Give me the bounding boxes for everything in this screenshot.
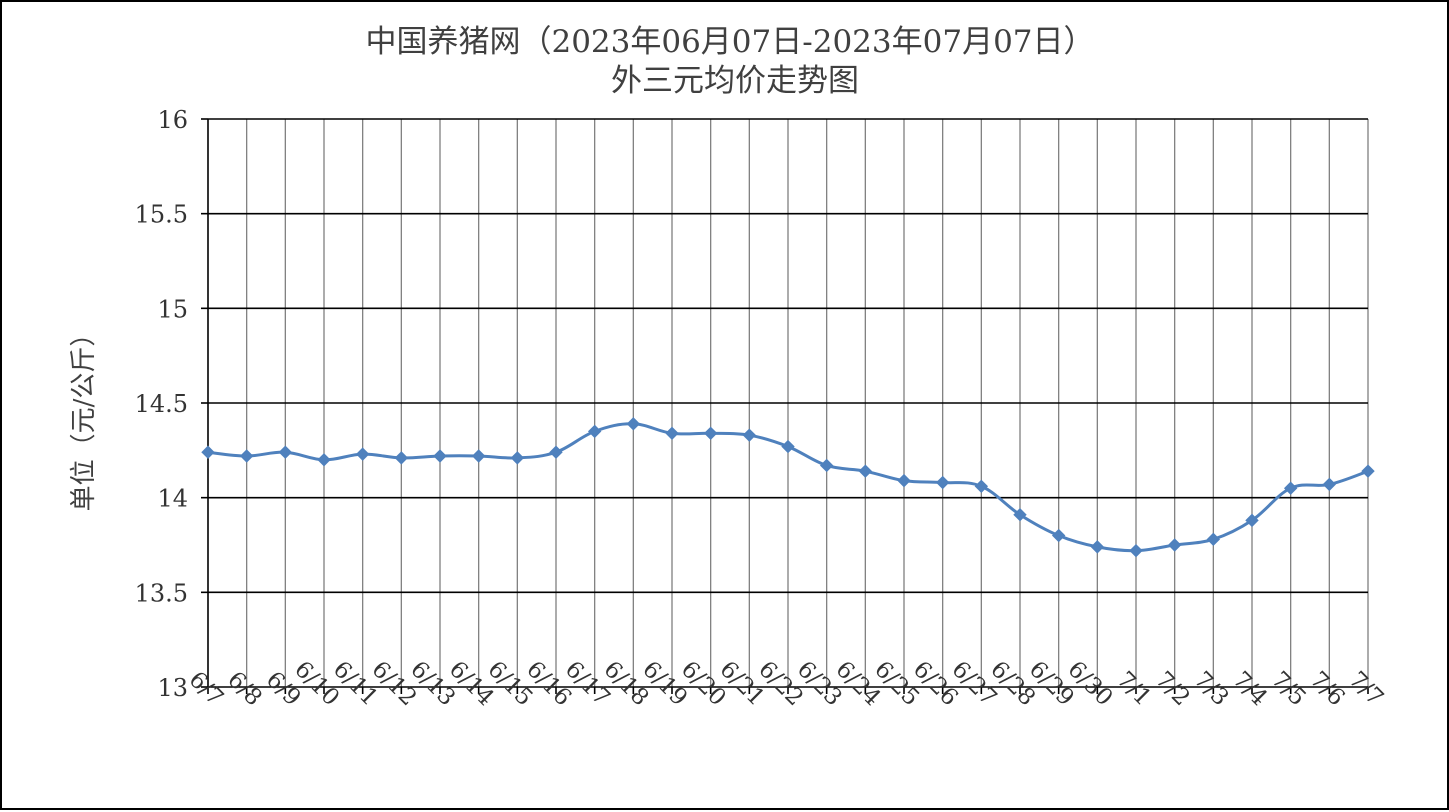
y-tick-label: 14.5	[135, 390, 188, 418]
data-point	[935, 475, 950, 490]
data-point	[1129, 543, 1143, 558]
x-tick-label: 7/7	[1344, 667, 1389, 712]
data-point	[1322, 477, 1337, 492]
data-point	[587, 424, 602, 439]
data-point	[1206, 532, 1221, 547]
x-tick-label: 6/7	[184, 667, 229, 712]
chart-title: 中国养猪网（2023年06月07日-2023年07月07日）	[365, 24, 1094, 60]
x-tick-label: 7/4	[1228, 667, 1273, 712]
data-point	[317, 453, 331, 467]
data-point	[665, 426, 679, 441]
data-point	[858, 464, 873, 478]
series-group	[201, 417, 1375, 558]
data-point	[897, 473, 911, 488]
y-tick-label: 13	[157, 674, 188, 702]
data-point	[239, 449, 254, 463]
x-tick-label: 7/1	[1112, 667, 1157, 712]
y-tick-labels: 13 13.5 14 14.5 15 15.5 16	[135, 106, 188, 702]
data-point	[510, 451, 525, 465]
data-point	[1167, 538, 1182, 552]
data-point	[549, 445, 563, 459]
data-point	[819, 458, 834, 473]
data-point	[201, 445, 215, 459]
data-point	[626, 417, 641, 431]
data-point	[742, 428, 757, 442]
data-point	[1090, 540, 1105, 554]
x-tick-label: 7/2	[1150, 667, 1195, 712]
x-tick-label: 6/8	[222, 667, 267, 712]
x-tick-label: 7/3	[1189, 667, 1234, 712]
x-tick-label: 7/6	[1305, 667, 1350, 712]
y-tick-label: 13.5	[135, 579, 188, 607]
x-tick-labels: 6/76/86/96/106/116/126/136/146/156/166/1…	[184, 656, 1389, 711]
data-point	[1013, 507, 1027, 522]
data-point	[1361, 464, 1375, 478]
y-tick-label: 15	[157, 295, 188, 323]
axes	[201, 118, 1369, 694]
data-point	[1245, 513, 1259, 528]
data-point	[278, 445, 293, 459]
y-tick-label: 14	[157, 485, 188, 513]
data-point	[1283, 481, 1298, 495]
data-point	[1051, 528, 1066, 543]
y-tick-label: 15.5	[135, 201, 188, 229]
data-point	[433, 449, 447, 463]
data-point	[355, 447, 370, 461]
data-point	[394, 451, 409, 465]
horizontal-gridlines	[208, 118, 1368, 594]
chart-subtitle: 外三元均价走势图	[611, 63, 859, 99]
data-point	[974, 479, 989, 494]
y-tick-label: 16	[157, 106, 188, 134]
x-tick-label: 7/5	[1266, 667, 1311, 712]
data-point	[781, 439, 795, 454]
data-point	[471, 449, 486, 463]
data-point	[703, 426, 718, 441]
y-axis-label: 单位（元/公斤）	[69, 321, 99, 512]
